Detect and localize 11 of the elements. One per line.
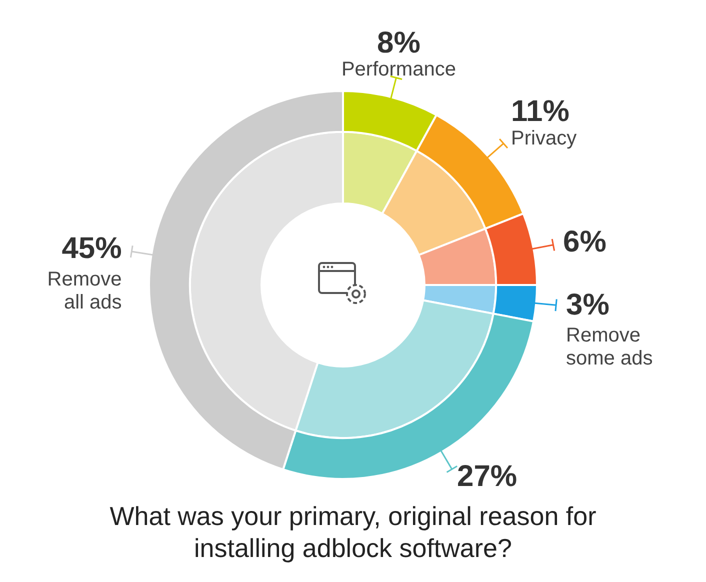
data-label: 3% [566, 288, 610, 322]
data-label: 45% [62, 232, 122, 266]
data-label: 11% [511, 95, 570, 128]
slice-label: Remove some ads [566, 324, 653, 370]
slice-label: Remove all ads [47, 268, 122, 314]
slice-label: Performance [341, 58, 456, 81]
data-label: 6% [563, 225, 606, 258]
slice-label: Privacy [511, 127, 577, 150]
text: What was your primary, original reason for installing adblock software? [108, 500, 598, 564]
data-label: 27% [457, 460, 518, 494]
data-label: 8% [377, 26, 420, 60]
